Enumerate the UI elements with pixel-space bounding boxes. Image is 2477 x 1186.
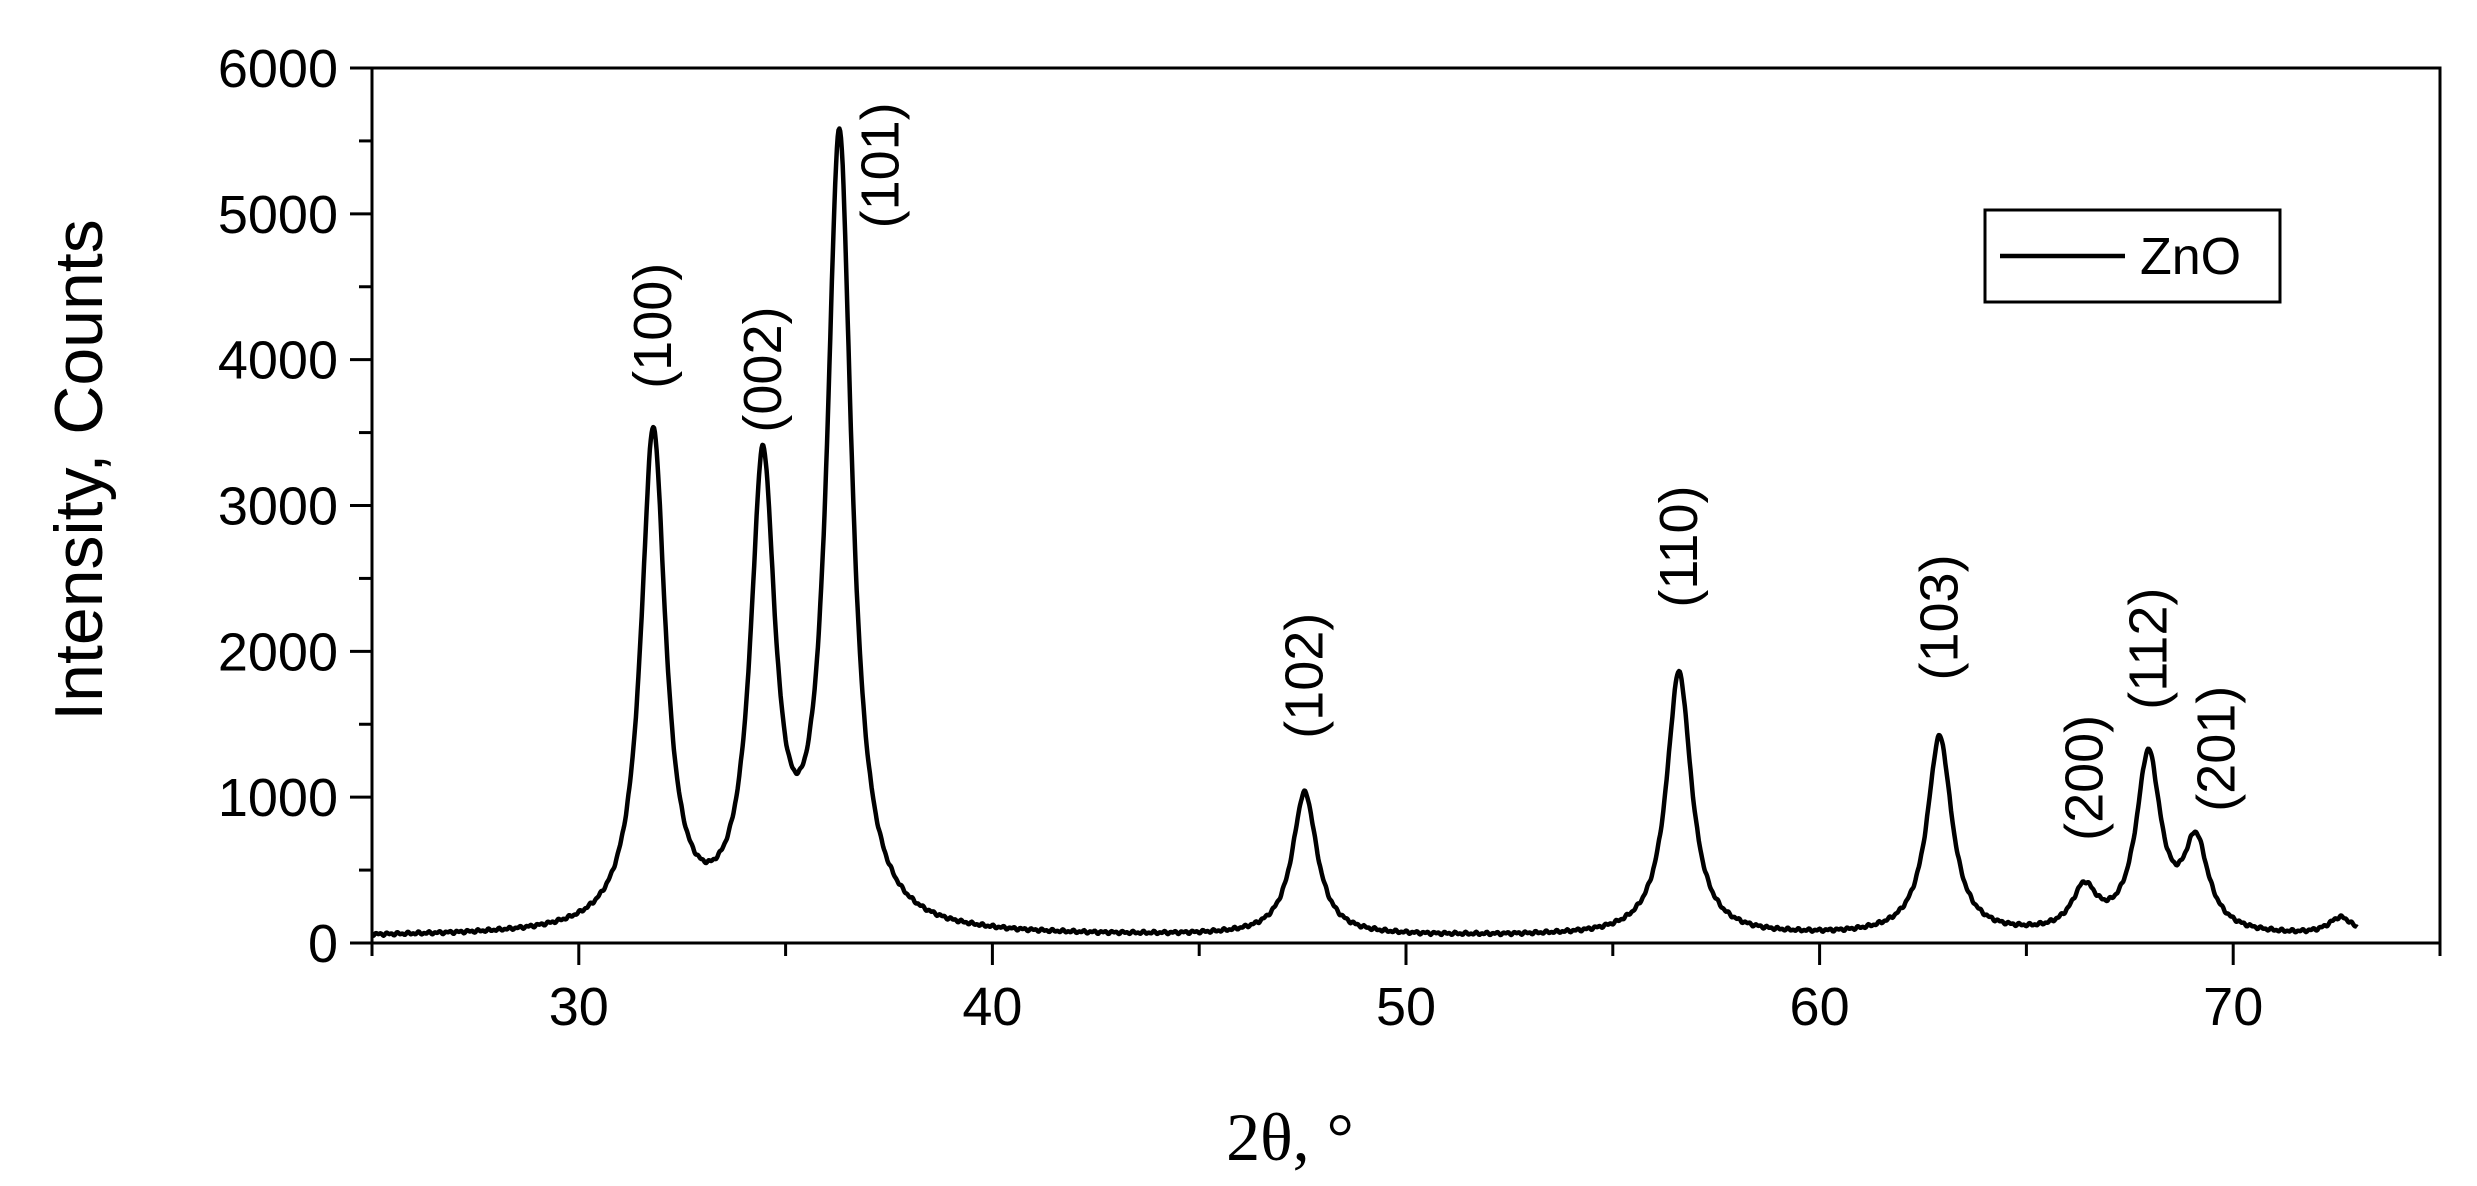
x-tick-label: 60 [1790,977,1850,1037]
x-axis-title: 2θ, ° [1226,1099,1354,1175]
peak-label: (112) [2118,588,2178,710]
legend: ZnO [1983,208,2282,304]
peak-label: (102) [1275,613,1335,739]
peak-label: (200) [2054,715,2114,841]
legend-entry-label: ZnO [2140,228,2241,286]
peak-label: (103) [1910,554,1970,680]
y-tick-label: 1000 [218,768,338,828]
peak-label: (201) [2187,686,2247,812]
peak-label: (002) [733,307,793,433]
x-tick-label: 70 [2203,977,2263,1037]
peak-annotations: (100) (002) (101) (102) (110) (103) (200)(112)… [623,102,2247,841]
peak-label: (101) [851,102,911,228]
y-tick-label: 2000 [218,622,338,682]
peak-label: (100) [623,263,683,389]
series-line-zno [370,126,2359,939]
y-tick-label: 5000 [218,185,338,245]
x-axis-ticks: 30 40 50 60 70 [370,943,2442,1037]
x-tick-label: 40 [962,977,1022,1037]
y-tick-label: 4000 [218,331,338,391]
x-tick-label: 30 [549,977,609,1037]
x-tick-label: 50 [1376,977,1436,1037]
y-tick-label: 0 [308,914,338,974]
peak-label: (110) [1649,486,1709,608]
y-tick-label: 3000 [218,477,338,537]
y-axis-title: Intensity, Counts [41,219,117,720]
y-axis-ticks: 0 1000 2000 3000 4000 5000 6000 [218,39,372,974]
y-tick-label: 6000 [218,39,338,99]
